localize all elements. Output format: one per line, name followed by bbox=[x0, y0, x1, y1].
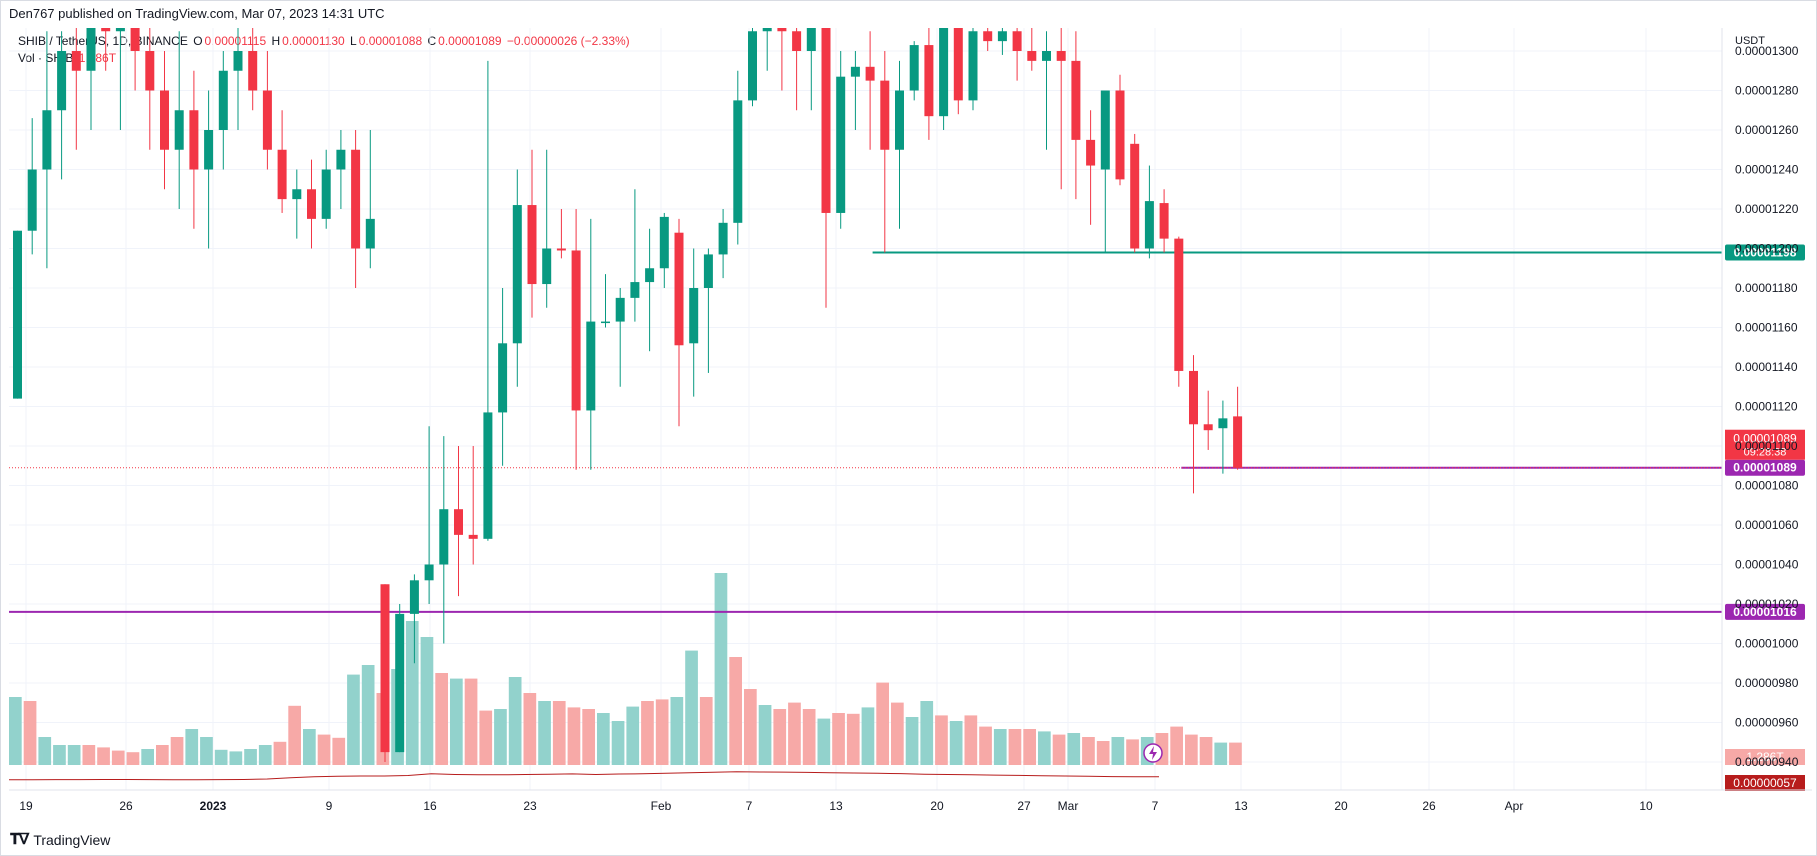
open-label: O bbox=[193, 34, 203, 48]
footer-brand: TradingView bbox=[33, 831, 111, 848]
low-value: 0.00001088 bbox=[358, 34, 423, 48]
ohlc-legend: SHIB / TetherUS, 1D, BINANCE O 0.00001115… bbox=[18, 34, 632, 48]
low-label: L bbox=[350, 34, 357, 48]
volume-value: 1.286T bbox=[78, 51, 117, 65]
high-label: H bbox=[271, 34, 281, 48]
change-value: −0.00000026 (−2.33%) bbox=[506, 34, 630, 48]
tradingview-logo-icon: 𝐓∇ bbox=[10, 831, 29, 848]
volume-legend: Vol · SHIB 1.286T bbox=[18, 51, 118, 65]
tradingview-footer: 𝐓∇ TradingView bbox=[10, 831, 110, 848]
publish-header: Den767 published on TradingView.com, Mar… bbox=[9, 6, 385, 21]
open-value: 0.00001115 bbox=[204, 34, 267, 48]
volume-label[interactable]: Vol · SHIB bbox=[18, 51, 74, 65]
close-label: C bbox=[427, 34, 437, 48]
high-value: 0.00001130 bbox=[282, 34, 345, 48]
symbol-label[interactable]: SHIB / TetherUS, 1D, BINANCE bbox=[18, 34, 188, 48]
close-value: 0.00001089 bbox=[438, 34, 502, 48]
